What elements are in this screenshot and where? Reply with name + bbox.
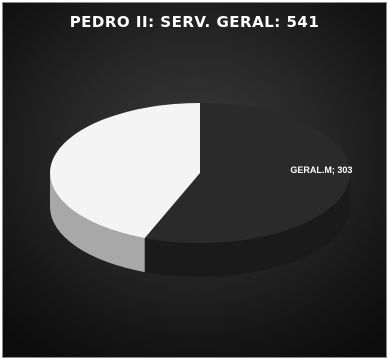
pie-slice-geral-m-side	[144, 173, 350, 277]
pie-slice-other-1-side	[50, 173, 145, 273]
chart-title: PEDRO II: SERV. GERAL: 541	[69, 13, 320, 31]
pie-slice-geral-m-label: GERAL.M; 303	[290, 165, 352, 175]
chart-frame: PEDRO II: SERV. GERAL: 541 GERAL.M; 303	[2, 2, 387, 358]
pie-slice-geral-m	[144, 103, 351, 243]
pie-chart: GERAL.M; 303	[50, 103, 352, 277]
pie-slice-other-1	[50, 103, 201, 239]
